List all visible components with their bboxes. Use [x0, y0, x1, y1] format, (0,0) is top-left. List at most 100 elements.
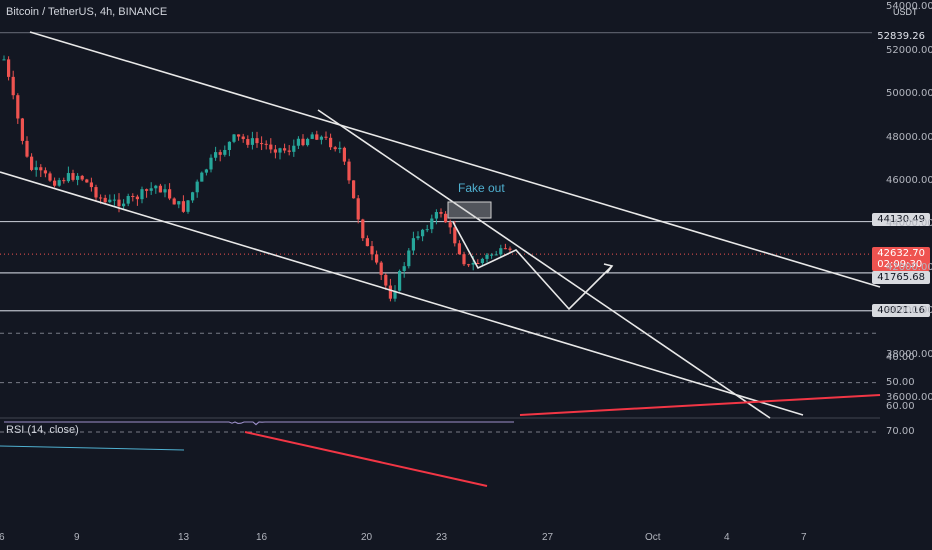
- candle-body: [140, 189, 144, 200]
- candle-body: [347, 161, 351, 181]
- price-tag-value: 52839.26: [877, 31, 925, 42]
- projection-path[interactable]: [452, 221, 613, 311]
- candle-body: [158, 185, 162, 193]
- candle-body: [218, 152, 222, 155]
- candle-body: [301, 138, 305, 146]
- candle-body: [453, 227, 457, 244]
- rsi-panel[interactable]: [0, 332, 880, 433]
- candle-body: [296, 138, 300, 146]
- candle-body: [370, 246, 374, 255]
- price-axis-label: 38000.00: [886, 348, 932, 360]
- candle-body: [430, 218, 434, 230]
- time-axis-label: 13: [178, 532, 190, 543]
- candle-body: [80, 175, 84, 180]
- steep-downtrend-line[interactable]: [317, 109, 771, 419]
- candle-body: [388, 285, 392, 299]
- candle-body: [416, 236, 420, 239]
- candle-body: [480, 258, 484, 264]
- candle-body: [227, 141, 231, 150]
- candle-body: [471, 263, 475, 265]
- price-tag: 42632.70 02:09:30: [872, 247, 930, 271]
- candle-body: [131, 196, 135, 198]
- projection-arrow-head: [603, 263, 614, 274]
- candle-body: [204, 169, 208, 173]
- drawings-layer[interactable]: [0, 31, 881, 487]
- price-axis-label: 42000.00: [886, 261, 932, 273]
- candle-body: [352, 180, 356, 199]
- candle-body: [425, 229, 429, 231]
- time-axis-label: 4: [724, 532, 730, 543]
- candle-body: [457, 243, 461, 255]
- rsi-title: RSI (14, close): [6, 424, 79, 436]
- price-axis-label: 54000.00: [886, 1, 932, 13]
- candle-body: [241, 136, 245, 140]
- candle-body: [186, 200, 190, 212]
- candle-body: [333, 147, 337, 150]
- time-axis-label: 23: [436, 532, 448, 543]
- candle-body: [375, 254, 379, 263]
- candle-body: [48, 173, 52, 181]
- candle-body: [439, 212, 443, 214]
- rsi-line[interactable]: [4, 421, 514, 426]
- candle-body: [315, 134, 319, 140]
- price-axis-label: 52000.00: [886, 44, 932, 56]
- price-tag-value: 40021.16: [877, 305, 925, 316]
- upper-channel-line[interactable]: [29, 31, 881, 288]
- candle-body: [149, 188, 153, 191]
- candle-body: [232, 134, 236, 142]
- rsi-divergence-line[interactable]: [244, 431, 488, 487]
- candle-body: [30, 156, 34, 170]
- candle-body: [89, 182, 93, 188]
- candle-body: [407, 250, 411, 267]
- candle-body: [103, 197, 107, 203]
- currency-label: USDT: [893, 7, 918, 17]
- price-axis-label: 48000.00: [886, 131, 932, 143]
- candle-body: [310, 134, 314, 139]
- candle-body: [255, 138, 259, 144]
- candle-body: [195, 181, 199, 193]
- candle-body: [7, 59, 11, 77]
- candles[interactable]: [2, 55, 512, 302]
- candle-body: [214, 152, 218, 158]
- candle-body: [393, 290, 397, 299]
- candle-body: [135, 196, 139, 200]
- time-axis-label: 7: [801, 532, 807, 543]
- candle-body: [11, 76, 15, 96]
- candle-body: [485, 254, 489, 259]
- candle-body: [365, 238, 369, 247]
- rsi-axis-label: 50.00: [886, 376, 915, 388]
- price-axis-label: 46000.00: [886, 175, 932, 186]
- candle-body: [25, 140, 29, 157]
- candle-body: [191, 192, 195, 201]
- candle-body: [444, 213, 448, 223]
- red-support-line[interactable]: [519, 394, 881, 416]
- time-axis-label: 16: [256, 532, 268, 543]
- rsi-reference-line[interactable]: [0, 445, 185, 451]
- candle-body: [494, 254, 498, 256]
- lower-channel-line[interactable]: [0, 171, 804, 416]
- candle-body: [154, 185, 158, 189]
- candle-body: [503, 248, 507, 250]
- candle-body: [85, 179, 89, 183]
- price-tag-value: 41765.68: [877, 272, 925, 283]
- candle-body: [246, 139, 250, 145]
- candle-body: [53, 180, 57, 186]
- candle-body: [342, 147, 346, 162]
- candle-body: [200, 172, 204, 182]
- time-axis-label: Oct: [645, 532, 661, 543]
- price-tag: 52839.26: [872, 30, 930, 43]
- candle-body: [287, 150, 291, 152]
- fake-out-box[interactable]: [447, 201, 492, 219]
- price-axis-label: 36000.00: [886, 392, 932, 403]
- price-tag-countdown: 02:09:30: [877, 259, 923, 270]
- candle-body: [329, 137, 333, 148]
- time-axis-label: 9: [74, 532, 80, 543]
- candle-body: [398, 270, 402, 291]
- candle-body: [467, 264, 471, 266]
- price-axis-label: 50000.00: [886, 88, 932, 100]
- fake-out-annotation[interactable]: Fake out: [458, 181, 505, 195]
- candle-body: [71, 173, 75, 180]
- price-tag-value: 42632.70: [877, 248, 925, 259]
